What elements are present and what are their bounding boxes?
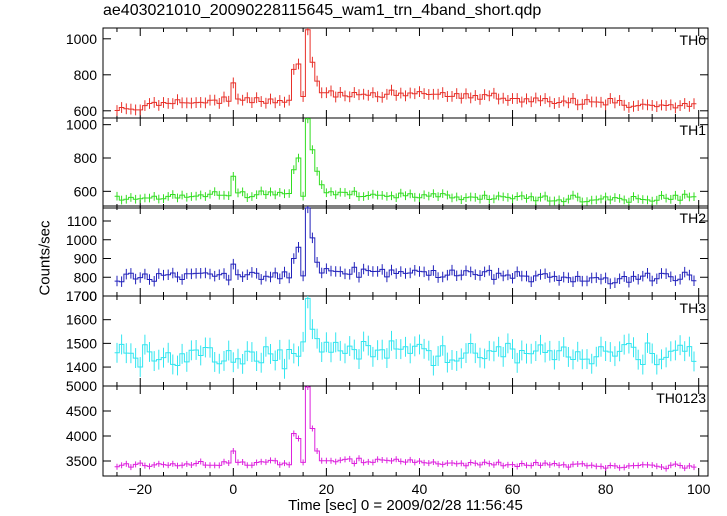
y-tick-label: 800: [74, 67, 98, 83]
y-tick-label: 1600: [66, 312, 97, 328]
chart-title: ae403021010_20090228115645_wam1_trn_4ban…: [103, 2, 542, 19]
x-tick-label: 60: [505, 481, 521, 497]
series-th2-line: [114, 207, 697, 285]
y-tick-label: 700: [74, 288, 98, 304]
panel-frame: [102, 117, 709, 209]
x-tick-label: 20: [319, 481, 335, 497]
panel-th3: 1400 1500 1600 1700 TH3: [66, 288, 709, 387]
y-tick-label: 1400: [66, 359, 97, 375]
panel-th2: 700 800 900 1000 1100 TH2: [66, 205, 709, 304]
series-th1-line: [114, 118, 697, 203]
y-tick-label: 1700: [66, 288, 97, 304]
y-tick-label: 1100: [67, 213, 97, 229]
y-tick-label: 1000: [66, 117, 97, 133]
panel-frame: [102, 385, 709, 477]
x-tick-label: 0: [229, 481, 237, 497]
y-tick-label: 1000: [66, 232, 97, 248]
y-tick-label: 900: [74, 251, 98, 267]
y-tick-label: 4000: [66, 428, 97, 444]
panel-frame: [102, 27, 709, 119]
panel-label: TH1: [680, 122, 707, 138]
panel-th0123: 3500 4000 4500 5000 TH0123: [66, 378, 709, 477]
x-tick-label: 80: [598, 481, 614, 497]
y-tick-label: 1500: [66, 335, 97, 351]
panel-th1: 600 800 1000 TH1: [66, 117, 709, 209]
panel-label: TH3: [680, 300, 707, 316]
x-axis-label: Time [sec] 0 = 2009/02/28 11:56:45: [288, 497, 523, 514]
y-tick-label: 800: [74, 150, 98, 166]
panel-label: TH0123: [656, 390, 706, 406]
y-tick-label: 3500: [66, 453, 97, 469]
x-tick-label: 100: [687, 481, 711, 497]
y-tick-label: 1000: [66, 31, 97, 47]
x-tick-label: 40: [412, 481, 428, 497]
y-tick-label: 600: [74, 103, 98, 119]
y-tick-label: 800: [74, 269, 98, 285]
y-tick-label: 5000: [66, 378, 97, 394]
series-th0123-line: [114, 386, 697, 470]
x-tick-label: −20: [128, 481, 152, 497]
y-tick-label: 4500: [66, 403, 97, 419]
panel-label: TH2: [680, 210, 707, 226]
panel-label: TH0: [680, 32, 707, 48]
series-th3-line: [114, 297, 697, 370]
y-tick-label: 600: [74, 183, 98, 199]
panel-th0: 600 800 1000 TH0: [66, 27, 709, 119]
